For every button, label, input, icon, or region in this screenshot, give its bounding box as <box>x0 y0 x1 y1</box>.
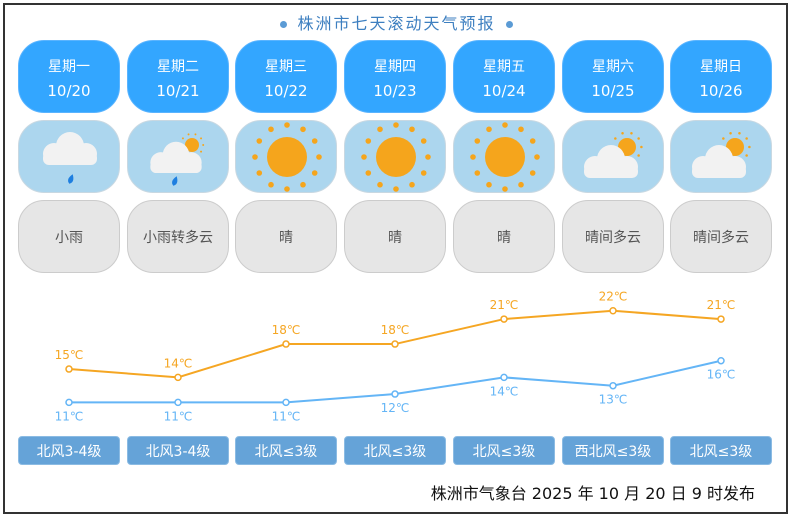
weather-icon-card <box>453 120 555 193</box>
date: 10/21 <box>156 82 200 100</box>
low-temp-label: 11℃ <box>272 409 301 423</box>
wind-button[interactable]: 北风≤3级 <box>453 436 555 465</box>
low-temp-point <box>717 356 725 365</box>
low-temp-label: 16℃ <box>707 368 736 382</box>
high-temp-point <box>174 373 182 382</box>
sun-icon <box>361 122 431 192</box>
weekday: 星期日 <box>700 59 742 75</box>
weather-description: 晴间多云 <box>562 200 664 273</box>
weather-description: 小雨转多云 <box>127 200 229 273</box>
sun-icon <box>470 122 540 192</box>
weather-icon-card <box>127 120 229 193</box>
low-temp-label: 14℃ <box>490 384 519 398</box>
high-temp-point <box>65 365 73 373</box>
day-card: 星期三 10/22 <box>235 40 337 113</box>
weekday: 星期四 <box>374 59 416 75</box>
date: 10/25 <box>591 82 635 100</box>
low-temp-point <box>500 373 508 382</box>
partly-cloudy-icon <box>692 132 751 178</box>
high-temp-label: 15℃ <box>55 348 84 362</box>
high-temp-point <box>391 340 399 348</box>
weather-icon-card <box>18 120 120 193</box>
day-card: 星期六 10/25 <box>562 40 664 113</box>
date: 10/23 <box>373 82 417 100</box>
weather-description: 晴 <box>453 200 555 273</box>
publish-info: 株洲市气象台 2025 年 10 月 20 日 9 时发布 <box>430 484 755 503</box>
day-card: 星期四 10/23 <box>344 40 446 113</box>
weather-icon-card <box>670 120 772 193</box>
day-card: 星期二 10/21 <box>127 40 229 113</box>
weather-icon-card <box>562 120 664 193</box>
title-text: 株洲市七天滚动天气预报 <box>297 14 496 33</box>
page-title: 株洲市七天滚动天气预报 <box>0 10 793 34</box>
date: 10/26 <box>699 82 743 100</box>
high-temp-point <box>282 340 290 348</box>
high-temp-label: 22℃ <box>599 290 628 304</box>
weather-icon-card <box>344 120 446 193</box>
high-temp-label: 18℃ <box>381 323 410 337</box>
date: 10/24 <box>482 82 526 100</box>
date: 10/20 <box>47 82 91 100</box>
wind-button[interactable]: 北风≤3级 <box>235 436 337 465</box>
weather-description: 晴 <box>235 200 337 273</box>
weather-description: 晴 <box>344 200 446 273</box>
weather-icon-card <box>235 120 337 193</box>
weekday: 星期三 <box>265 59 307 75</box>
low-temp-point <box>609 381 617 390</box>
weekday: 星期一 <box>48 59 90 75</box>
wind-button[interactable]: 北风3-4级 <box>18 436 120 465</box>
high-temp-point <box>717 315 725 323</box>
sun-icon <box>252 122 322 192</box>
bullet-icon <box>505 21 513 28</box>
high-temp-label: 21℃ <box>490 298 519 312</box>
cloud-sun-rain-icon <box>150 133 205 186</box>
wind-button[interactable]: 北风3-4级 <box>127 436 229 465</box>
weather-description: 晴间多云 <box>670 200 772 273</box>
wind-button[interactable]: 西北风≤3级 <box>562 436 664 465</box>
weekday: 星期五 <box>483 59 525 75</box>
day-card: 星期一 10/20 <box>18 40 120 113</box>
low-temp-point <box>282 398 290 407</box>
low-temp-label: 11℃ <box>164 409 193 423</box>
high-temp-label: 18℃ <box>272 323 301 337</box>
weather-description: 小雨 <box>18 200 120 273</box>
high-temp-label: 21℃ <box>707 298 736 312</box>
wind-button[interactable]: 北风≤3级 <box>670 436 772 465</box>
partly-cloudy-icon <box>584 132 643 178</box>
weekday: 星期六 <box>592 59 634 75</box>
wind-button[interactable]: 北风≤3级 <box>344 436 446 465</box>
low-temp-point <box>391 390 399 398</box>
cloud-rain-icon <box>43 132 97 184</box>
day-card: 星期五 10/24 <box>453 40 555 113</box>
day-card: 星期日 10/26 <box>670 40 772 113</box>
high-temp-point <box>500 315 508 323</box>
high-temp-point <box>609 306 617 315</box>
weekday: 星期二 <box>157 59 199 75</box>
date: 10/22 <box>264 82 308 100</box>
high-temp-label: 14℃ <box>164 356 193 370</box>
low-temp-point <box>174 398 182 407</box>
temperature-chart: 15℃ 14℃ 18℃ 18℃ 21℃ 22℃ 21℃ 11℃ 11℃ 11℃ 12℃ 14℃ 13℃ 1… <box>55 290 736 424</box>
low-temp-label: 11℃ <box>55 409 84 423</box>
low-temp-label: 13℃ <box>599 393 628 407</box>
bullet-icon <box>280 21 288 28</box>
low-temp-label: 12℃ <box>381 401 410 415</box>
low-temp-point <box>65 398 73 407</box>
